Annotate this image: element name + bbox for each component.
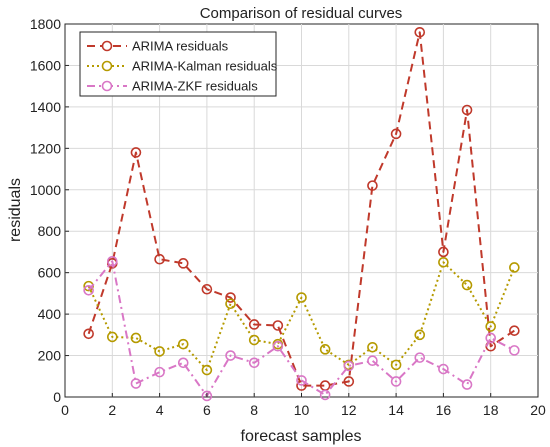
y-axis: 0 200 400 600 800 1000 1200 1400 1600 1800 [30,16,69,405]
chart-title: Comparison of residual curves [200,5,403,22]
data-point [201,283,213,295]
x-tick-label: 12 [341,402,357,418]
legend: ARIMA residuals ARIMA-Kalman residuals ARI… [79,31,278,97]
legend-swatch-marker [101,40,113,52]
y-tick-label: 1400 [30,99,61,115]
data-point [319,389,331,401]
data-point [248,357,260,369]
data-point [154,366,165,378]
data-point [225,292,236,303]
data-point [177,258,189,269]
data-point [130,147,142,158]
data-point [438,363,449,375]
x-tick-label: 14 [388,402,404,418]
data-point [367,355,378,367]
data-point [83,328,94,340]
x-tick-label: 20 [530,402,546,418]
data-point [107,255,118,267]
data-point [154,346,165,357]
data-point [248,334,260,346]
data-point [154,253,165,265]
data-point [414,329,426,341]
data-point [367,180,378,191]
y-tick-label: 0 [53,389,61,405]
data-point [485,321,497,332]
x-tick-label: 10 [294,402,310,418]
data-point [485,332,497,344]
x-axis: 0 2 4 6 8 10 12 14 16 18 20 [61,393,546,418]
legend-label: ARIMA residuals [132,39,229,54]
x-tick-label: 4 [156,402,164,418]
legend-entry: ARIMA-Kalman residuals [87,59,278,74]
data-point [461,279,473,291]
series-3 [83,255,520,402]
data-point [201,390,213,402]
data-point [248,319,260,330]
x-tick-label: 6 [203,402,211,418]
data-point [390,128,402,140]
x-tick-label: 2 [108,402,116,418]
data-point [130,332,142,344]
y-tick-label: 200 [38,348,62,364]
data-point [509,345,520,356]
data-point [177,338,189,350]
data-point [343,360,355,372]
legend-entry: ARIMA residuals [87,39,229,54]
x-tick-label: 16 [436,402,452,418]
series-layer [83,26,520,402]
data-point [414,26,426,38]
data-point [225,350,236,361]
legend-entry: ARIMA-ZKF residuals [87,79,258,94]
series-line [87,260,515,397]
data-point [343,376,355,387]
data-point [296,375,307,386]
data-point [296,292,307,303]
y-tick-label: 1000 [30,182,61,198]
series-line [87,261,516,372]
x-tick-label: 18 [483,402,499,418]
y-tick-label: 1600 [30,57,61,73]
data-point [367,341,378,353]
data-point [461,379,473,390]
series-2 [83,257,520,376]
data-point [414,352,426,363]
data-point [390,359,402,371]
legend-swatch-marker [101,60,113,72]
data-point [130,378,142,389]
data-point [438,257,449,268]
data-point [225,298,236,310]
y-axis-label: residuals [7,178,24,242]
data-point [272,320,284,331]
y-tick-label: 1200 [30,140,61,156]
data-point [201,364,213,376]
data-point [509,325,520,336]
x-tick-label: 0 [61,402,69,418]
legend-swatch-marker [101,80,113,92]
y-tick-label: 400 [38,306,62,322]
data-point [461,104,473,116]
data-point [107,331,118,343]
data-point [319,344,331,355]
data-point [390,376,402,387]
series-line [87,31,515,387]
data-point [438,246,449,258]
data-point [509,262,520,273]
x-axis-label: forecast samples [241,428,362,445]
y-tick-label: 1800 [30,16,61,32]
series-1 [83,26,520,391]
data-point [177,357,189,369]
x-tick-label: 8 [250,402,258,418]
data-point [83,284,94,296]
data-point [272,340,284,352]
y-tick-label: 800 [38,223,62,239]
legend-label: ARIMA-ZKF residuals [132,79,258,94]
legend-label: ARIMA-Kalman residuals [132,59,278,74]
y-tick-label: 600 [38,265,62,281]
